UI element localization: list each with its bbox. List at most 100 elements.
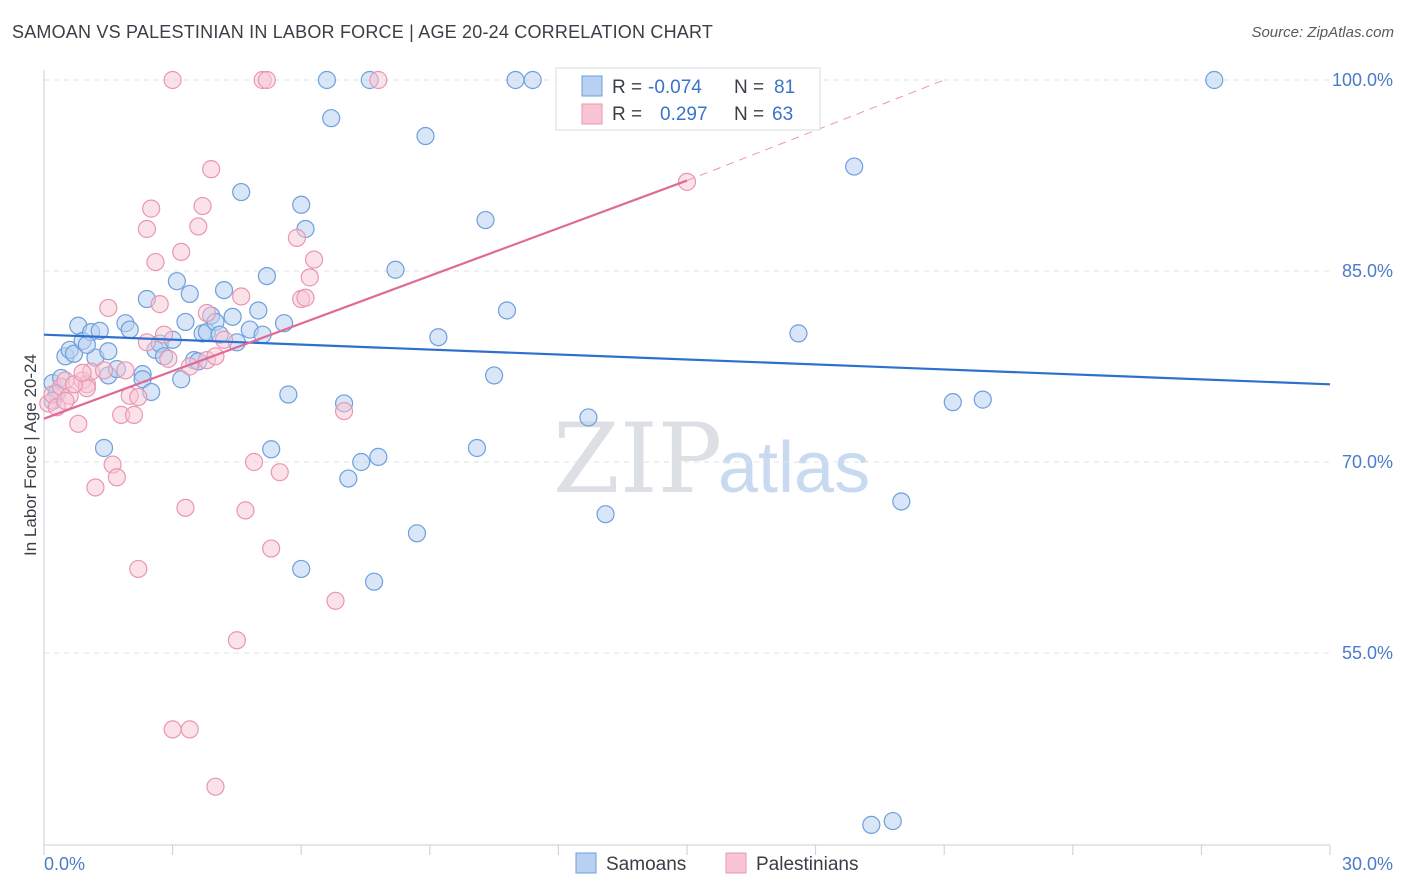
palestinian-point (129, 559, 148, 579)
samoan-point (180, 284, 199, 304)
x-tick-label: 30.0% (1342, 854, 1393, 874)
palestinian-point (244, 452, 264, 472)
legend-swatch-palestinians (581, 103, 603, 125)
samoan-point (943, 393, 962, 412)
palestinian-point (56, 391, 75, 410)
samoan-point (523, 70, 542, 90)
palestinian-point (94, 361, 114, 380)
palestinian-point (227, 631, 246, 650)
legend-n-label: N = (734, 77, 764, 98)
samoan-point (322, 109, 341, 128)
palestinian-point (287, 228, 307, 247)
samoan-point (862, 815, 881, 835)
palestinian-point (257, 70, 277, 90)
legend-n-label: N = (734, 104, 764, 125)
samoan-point (292, 195, 311, 214)
bottom-legend-palestinians: Palestinians (756, 854, 858, 875)
palestinian-point (137, 333, 156, 352)
palestinian-point (129, 387, 148, 407)
samoan-point (90, 321, 109, 340)
samoan-point (262, 440, 281, 459)
palestinian-point (193, 196, 212, 216)
samoan-point (120, 320, 139, 339)
legend-r-samoans: -0.074 (648, 77, 702, 98)
samoan-point (167, 272, 186, 291)
samoan-point (232, 182, 251, 202)
samoan-point (317, 70, 337, 90)
palestinian-point (369, 70, 388, 90)
palestinian-point (334, 401, 354, 421)
samoan-point (845, 157, 864, 176)
samoan-point (257, 266, 277, 286)
palestinian-point (232, 287, 251, 306)
y-axis-label: In Labor Force | Age 20-24 (21, 354, 40, 556)
palestinian-point (176, 498, 195, 517)
palestinian-point (142, 199, 161, 218)
trend-lines (43, 79, 1331, 420)
samoan-point (249, 301, 268, 320)
palestinian-point (116, 361, 135, 380)
legend-n-samoans: 81 (774, 77, 795, 98)
palestinian-point (202, 160, 221, 179)
palestinian-point (180, 720, 199, 739)
palestinian-point (146, 252, 165, 272)
palestinian-point (677, 172, 697, 191)
legend-r-palestinians: 0.297 (660, 104, 708, 125)
samoan-point (279, 385, 298, 404)
palestinian-point (73, 363, 92, 382)
palestinian-point (214, 330, 234, 349)
samoan-point (476, 210, 495, 230)
legend: R = -0.074 N = 81 R = 0.297 N = 63 (555, 67, 821, 131)
palestinian-point (163, 720, 182, 739)
palestinian-point (159, 349, 178, 368)
samoan-point (429, 328, 448, 347)
samoan-point (223, 307, 242, 326)
palestinian-point (189, 217, 208, 236)
palestinian-point (206, 777, 225, 796)
legend-swatch-samoans (581, 75, 603, 97)
samoan-point (339, 469, 358, 488)
palestinians-points (39, 70, 697, 796)
samoan-point (364, 572, 384, 591)
y-tick-label: 55.0% (1342, 643, 1393, 663)
legend-r-label: R = (612, 104, 642, 125)
palestinian-point (86, 478, 105, 497)
samoan-point (1205, 70, 1224, 90)
bottom-legend-samoans: Samoans (606, 854, 686, 875)
palestinian-point (304, 250, 324, 269)
samoan-point (172, 370, 191, 389)
chart-title: SAMOAN VS PALESTINIAN IN LABOR FORCE | A… (12, 22, 714, 42)
samoan-point (506, 70, 525, 90)
palestinian-point (69, 414, 88, 433)
samoan-point (386, 260, 405, 279)
samoan-point (352, 452, 371, 472)
palestinian-point (236, 501, 255, 520)
palestinian-point (172, 242, 191, 261)
samoan-point (892, 492, 911, 511)
samoan-point (214, 281, 234, 300)
palestinian-point (326, 591, 345, 610)
palestinians-trend-line (43, 179, 688, 420)
palestinian-point (99, 298, 118, 318)
bottom-legend: Samoans Palestinians (575, 852, 858, 875)
watermark-zip: ZIP (553, 403, 722, 515)
samoan-point (407, 524, 427, 543)
palestinian-point (150, 295, 169, 314)
gridlines (44, 79, 1330, 654)
samoan-point (99, 342, 118, 361)
samoan-point (369, 447, 388, 467)
palestinian-point (107, 468, 126, 487)
palestinian-point (262, 539, 281, 558)
samoans-trend-line (43, 333, 1331, 386)
samoan-point (292, 559, 311, 579)
watermark-atlas: atlas (718, 428, 870, 508)
palestinians-trend-extension (686, 79, 945, 182)
palestinian-point (163, 70, 182, 90)
samoan-point (579, 408, 598, 427)
samoan-point (467, 438, 487, 458)
x-tick-label: 0.0% (44, 854, 85, 874)
bottom-legend-swatch-samoans (575, 852, 597, 874)
samoan-point (64, 344, 84, 363)
samoan-point (497, 301, 517, 320)
